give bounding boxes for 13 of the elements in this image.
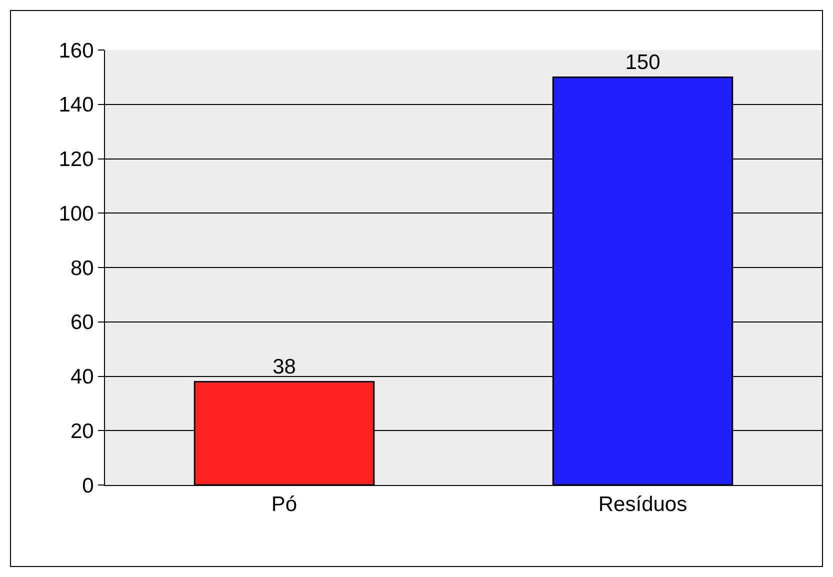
y-tick-label: 100 [58, 202, 94, 226]
y-tick-label: 20 [70, 420, 94, 443]
x-tick-label: Pó [271, 493, 298, 516]
x-tick-label: Resíduos [598, 493, 688, 516]
data-label: 150 [625, 51, 660, 74]
y-tick-label: 80 [70, 256, 94, 280]
y-tick-label: 120 [58, 148, 94, 172]
y-tick-label: 40 [70, 366, 94, 389]
data-label: 38 [272, 356, 296, 379]
y-tick-label: 140 [58, 94, 94, 117]
y-tick-label: 0 [82, 474, 94, 498]
y-tick-label: 160 [58, 39, 94, 62]
y-tick-label: 60 [70, 311, 94, 334]
